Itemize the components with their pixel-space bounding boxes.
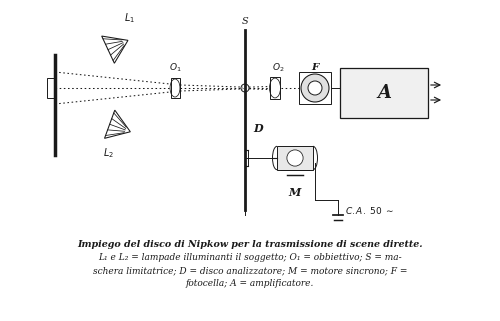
- Text: D: D: [253, 123, 262, 134]
- Circle shape: [301, 74, 329, 102]
- Circle shape: [287, 150, 303, 166]
- Bar: [170, 78, 179, 98]
- Text: $C.A.\ 50\ {\sim}$: $C.A.\ 50\ {\sim}$: [345, 204, 395, 215]
- Bar: [277, 146, 313, 170]
- Bar: [340, 68, 428, 118]
- Text: S: S: [242, 18, 248, 27]
- Text: L₁ e L₂ = lampade illuminanti il soggetto; O₁ = obbiettivo; S = ma-: L₁ e L₂ = lampade illuminanti il soggett…: [98, 253, 402, 262]
- Text: M: M: [289, 187, 301, 198]
- Text: Impiego del disco di Nipkow per la trasmissione di scene dirette.: Impiego del disco di Nipkow per la trasm…: [77, 240, 423, 249]
- Text: $O_2$: $O_2$: [272, 62, 284, 74]
- Text: F: F: [312, 64, 318, 73]
- Text: schera limitatrice; D = disco analizzatore; M = motore sincrono; F =: schera limitatrice; D = disco analizzato…: [93, 266, 407, 275]
- Circle shape: [308, 81, 322, 95]
- Text: $L_2$: $L_2$: [102, 146, 114, 160]
- Text: fotocella; A = amplificatore.: fotocella; A = amplificatore.: [186, 279, 314, 288]
- Bar: [270, 77, 280, 99]
- Text: A: A: [377, 84, 391, 102]
- Bar: [299, 72, 331, 104]
- Circle shape: [241, 84, 249, 92]
- Text: $O_1$: $O_1$: [168, 62, 181, 74]
- Text: $L_1$: $L_1$: [124, 11, 136, 25]
- Bar: [47, 78, 55, 98]
